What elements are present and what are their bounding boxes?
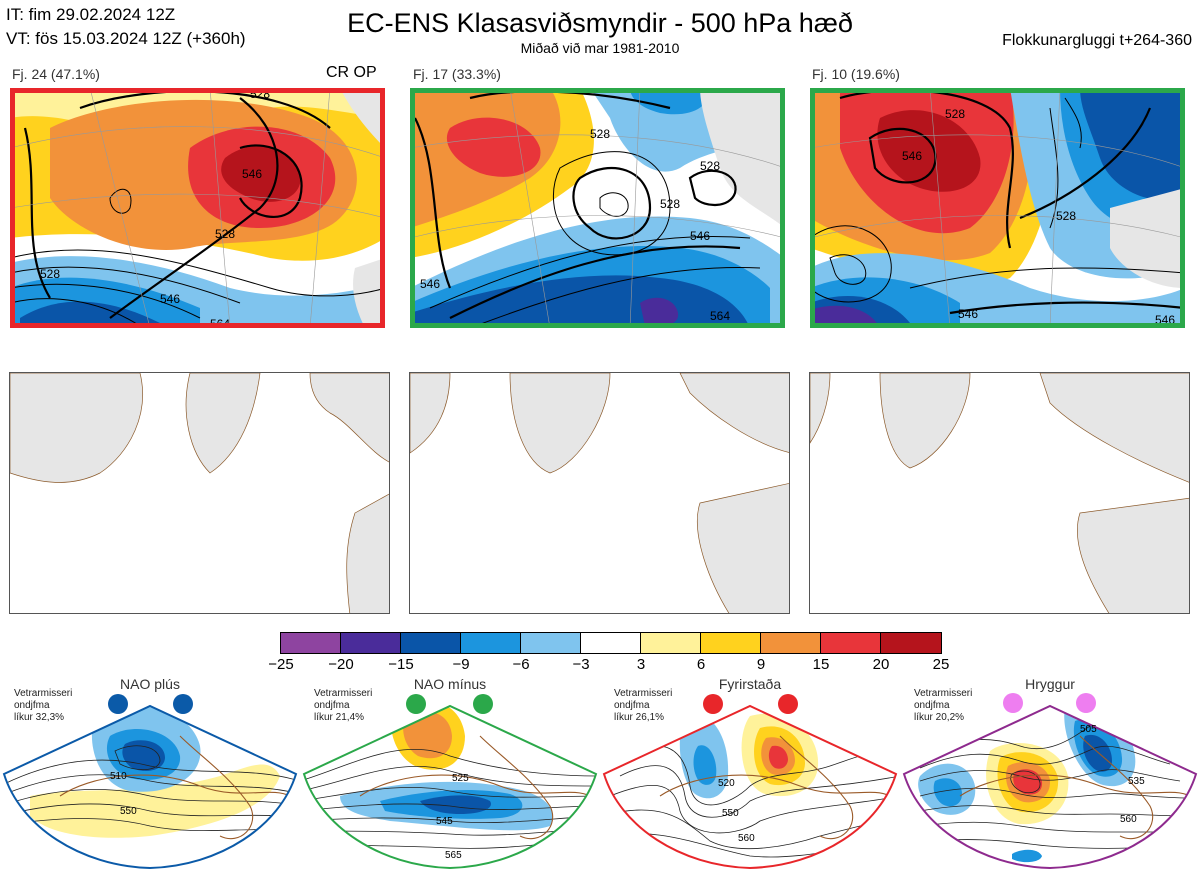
regime-blocking: 520 550 560 Fyrirstaða Vetrarmisseri ondj…: [600, 676, 900, 871]
regime-name: NAO mínus: [413, 676, 487, 692]
regime-name: Fyrirstaða: [718, 676, 782, 692]
contour-label: 505: [1080, 724, 1097, 735]
cluster-2-label: Fj. 17 (33.3%): [413, 66, 501, 82]
contour-label: 525: [452, 773, 469, 784]
colorbar-swatch: [281, 633, 341, 653]
colorbar-swatch: [521, 633, 581, 653]
colorbar-tick-label: −6: [512, 656, 530, 673]
contour-label: 560: [738, 833, 755, 844]
colorbar-tick-label: 6: [696, 656, 706, 673]
regime-note: Vetrarmisseri ondjfma líkur 32,3%: [14, 688, 73, 723]
cluster-1-label: Fj. 24 (47.1%): [12, 66, 100, 82]
empty-map-3: [809, 372, 1190, 614]
contour-label: 546: [1155, 313, 1175, 327]
colorbar-ticks: −25 −20 −15 −9 −6 −3 3 6 9 15 20 25: [266, 656, 956, 676]
contour-label: 546: [958, 307, 978, 321]
contour-label: 528: [215, 227, 235, 241]
contour-label: 520: [718, 778, 735, 789]
colorbar-swatch: [341, 633, 401, 653]
regime-name: Hryggur: [1025, 676, 1075, 692]
contour-label: 510: [110, 771, 127, 782]
page-subtitle: Miðað við mar 1981-2010: [520, 40, 680, 56]
empty-map-1: [9, 372, 390, 614]
contour-label: 535: [1128, 776, 1145, 787]
colorbar-swatch: [641, 633, 701, 653]
empty-map-2: [409, 372, 790, 614]
colorbar-tick-label: −20: [328, 656, 354, 673]
contour-label: 565: [445, 850, 462, 861]
colorbar-tick-label: 15: [812, 656, 830, 673]
regime-note: Vetrarmisseri ondjfma líkur 21,4%: [314, 688, 373, 723]
classification-window: Flokkunargluggi t+264-360: [1002, 32, 1192, 49]
contour-label: 546: [242, 167, 262, 181]
contour-label: 528: [250, 88, 270, 101]
regime-note: Vetrarmisseri ondjfma líkur 20,2%: [914, 688, 973, 723]
contour-label: 564: [210, 317, 230, 328]
regime-nao-minus: 525 545 565 NAO mínus Vetrarmisseri ondjf…: [300, 676, 600, 871]
contour-label: 550: [120, 806, 137, 817]
cluster-3-label: Fj. 10 (19.6%): [812, 66, 900, 82]
contour-label: 560: [1120, 814, 1137, 825]
valid-time: VT: fös 15.03.2024 12Z (+360h): [6, 29, 246, 48]
colorbar-swatch: [761, 633, 821, 653]
contour-label: 528: [1056, 209, 1076, 223]
contour-label: 550: [722, 808, 739, 819]
cluster-1-note: CR OP: [326, 64, 377, 81]
colorbar-swatch: [821, 633, 881, 653]
contour-label: 546: [420, 277, 440, 291]
regime-nao-plus: 510 550 NAO plús Vetrarmisseri ondjfma lík…: [0, 676, 300, 871]
contour-label: 546: [160, 292, 180, 306]
colorbar-tick-label: 9: [756, 656, 766, 673]
colorbar-tick-label: −9: [452, 656, 470, 673]
page-title: EC-ENS Klasasviðsmyndir - 500 hPa hæð: [347, 8, 853, 38]
cluster-map-2[interactable]: 528 528 546 546 528 564: [410, 88, 785, 328]
initial-time: IT: fim 29.02.2024 12Z: [6, 5, 176, 24]
colorbar-tick-label: 20: [872, 656, 890, 673]
contour-label: 528: [700, 159, 720, 173]
colorbar-swatch: [881, 633, 941, 653]
regime-ridge: 505 535 560 Hryggur Vetrarmisseri ondjfma…: [900, 676, 1200, 871]
colorbar-tick-label: 25: [932, 656, 950, 673]
contour-label: 528: [590, 127, 610, 141]
colorbar: [280, 632, 942, 654]
cluster-map-3[interactable]: 528 546 528 546 546: [810, 88, 1185, 328]
contour-label: 545: [436, 816, 453, 827]
colorbar-tick-label: −15: [388, 656, 414, 673]
colorbar-swatch: [461, 633, 521, 653]
colorbar-swatch: [581, 633, 641, 653]
colorbar-swatch: [401, 633, 461, 653]
colorbar-tick-label: 3: [636, 656, 646, 673]
regime-name: NAO plús: [120, 676, 180, 692]
contour-label: 528: [945, 107, 965, 121]
cluster-map-1[interactable]: 528 546 528 546 528 564: [10, 88, 385, 328]
contour-label: 528: [660, 197, 680, 211]
contour-label: 528: [40, 267, 60, 281]
contour-label: 546: [690, 229, 710, 243]
contour-label: 564: [710, 309, 730, 323]
regime-note: Vetrarmisseri ondjfma líkur 26,1%: [614, 688, 673, 723]
contour-label: 546: [902, 149, 922, 163]
colorbar-tick-label: −25: [268, 656, 294, 673]
colorbar-swatch: [701, 633, 761, 653]
colorbar-tick-label: −3: [572, 656, 590, 673]
